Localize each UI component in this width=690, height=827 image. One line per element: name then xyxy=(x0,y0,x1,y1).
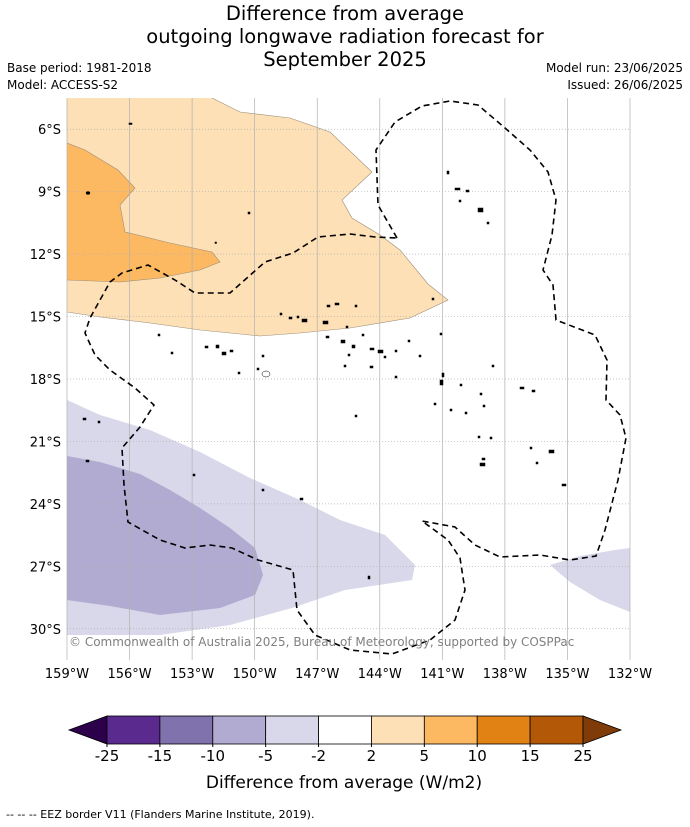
eez-footnote: -- -- -- EEZ border V11 (Flanders Marine… xyxy=(6,808,315,821)
latitude-tick-label: 30°S xyxy=(30,623,61,638)
colorbar-segment xyxy=(423,715,478,745)
colorbar-tick-label: 2 xyxy=(367,747,377,765)
eez-border-french-polynesia xyxy=(84,100,627,655)
gridlines xyxy=(66,98,631,660)
colorbar-segment xyxy=(159,715,214,745)
latitude-tick-label: 15°S xyxy=(30,311,61,326)
contour-lines xyxy=(67,98,449,337)
latitude-tick-label: 12°S xyxy=(30,248,61,263)
colorbar-tick-label: 15 xyxy=(521,747,540,765)
longitude-tick-label: 144°W xyxy=(358,667,402,682)
positive-anomaly-light xyxy=(67,98,448,336)
model-run-label: Model run: 23/06/2025 xyxy=(545,61,683,75)
latitude-labels: 6°S 9°S 12°S 15°S 18°S 21°S 24°S 27°S 30°S xyxy=(30,123,61,638)
negative-anomaly-mid xyxy=(67,456,263,615)
latitude-tick-label: 27°S xyxy=(30,560,61,575)
title-line-3: September 2025 xyxy=(263,48,427,71)
positive-anomaly-mid xyxy=(67,143,220,282)
latitude-tick-label: 9°S xyxy=(38,186,61,201)
colorbar-segment xyxy=(212,715,267,745)
colorbar-tick-label: -10 xyxy=(201,747,226,765)
copyright-text: © Commonwealth of Australia 2025, Bureau… xyxy=(69,635,574,649)
latitude-tick-label: 6°S xyxy=(38,123,61,138)
anomaly-fields xyxy=(67,98,630,635)
longitude-tick-label: 138°W xyxy=(483,667,527,682)
latitude-tick-label: 18°S xyxy=(30,373,61,388)
longitude-tick-label: 141°W xyxy=(420,667,464,682)
colorbar-tick-label: -15 xyxy=(148,747,173,765)
colorbar-segment xyxy=(265,715,319,745)
title-line-2: outgoing longwave radiation forecast for xyxy=(146,25,544,48)
latitude-tick-label: 24°S xyxy=(30,498,61,513)
title-line-1: Difference from average xyxy=(225,2,465,25)
colorbar-segment xyxy=(371,715,425,745)
colorbar: -25 -15 -10 -5 -2 2 5 10 15 25 xyxy=(67,715,623,765)
colorbar-segment xyxy=(106,715,161,745)
model-label: Model: ACCESS-S2 xyxy=(7,78,119,92)
base-period-label: Base period: 1981-2018 xyxy=(7,61,152,75)
longitude-tick-label: 150°W xyxy=(233,667,277,682)
longitude-tick-label: 153°W xyxy=(170,667,214,682)
issued-label: Issued: 26/06/2025 xyxy=(567,78,683,92)
colorbar-segment xyxy=(529,715,584,745)
eez-border xyxy=(84,100,627,655)
longitude-tick-label: 159°W xyxy=(45,667,89,682)
colorbar-title: Difference from average (W/m2) xyxy=(206,773,482,793)
colorbar-tick-label: -2 xyxy=(311,747,326,765)
colorbar-tick-label: 25 xyxy=(573,747,592,765)
longitude-tick-label: 135°W xyxy=(545,667,589,682)
colorbar-tick-label: -5 xyxy=(258,747,273,765)
longitude-tick-label: 156°W xyxy=(107,667,151,682)
negative-anomaly-southeast xyxy=(550,548,630,612)
colorbar-tick-label: 10 xyxy=(468,747,487,765)
longitude-labels: 159°W 156°W 153°W 150°W 147°W 144°W 141°W 138°W… xyxy=(45,667,652,682)
colorbar-tick-label: 5 xyxy=(420,747,430,765)
colorbar-under-arrow xyxy=(67,715,108,745)
latitude-tick-label: 21°S xyxy=(30,435,61,450)
islands xyxy=(82,122,567,580)
longitude-tick-label: 147°W xyxy=(295,667,339,682)
colorbar-over-arrow xyxy=(582,715,623,745)
colorbar-segment xyxy=(318,715,372,745)
colorbar-tick-label: -25 xyxy=(95,747,120,765)
colorbar-segment xyxy=(476,715,531,745)
longitude-tick-label: 132°W xyxy=(608,667,652,682)
